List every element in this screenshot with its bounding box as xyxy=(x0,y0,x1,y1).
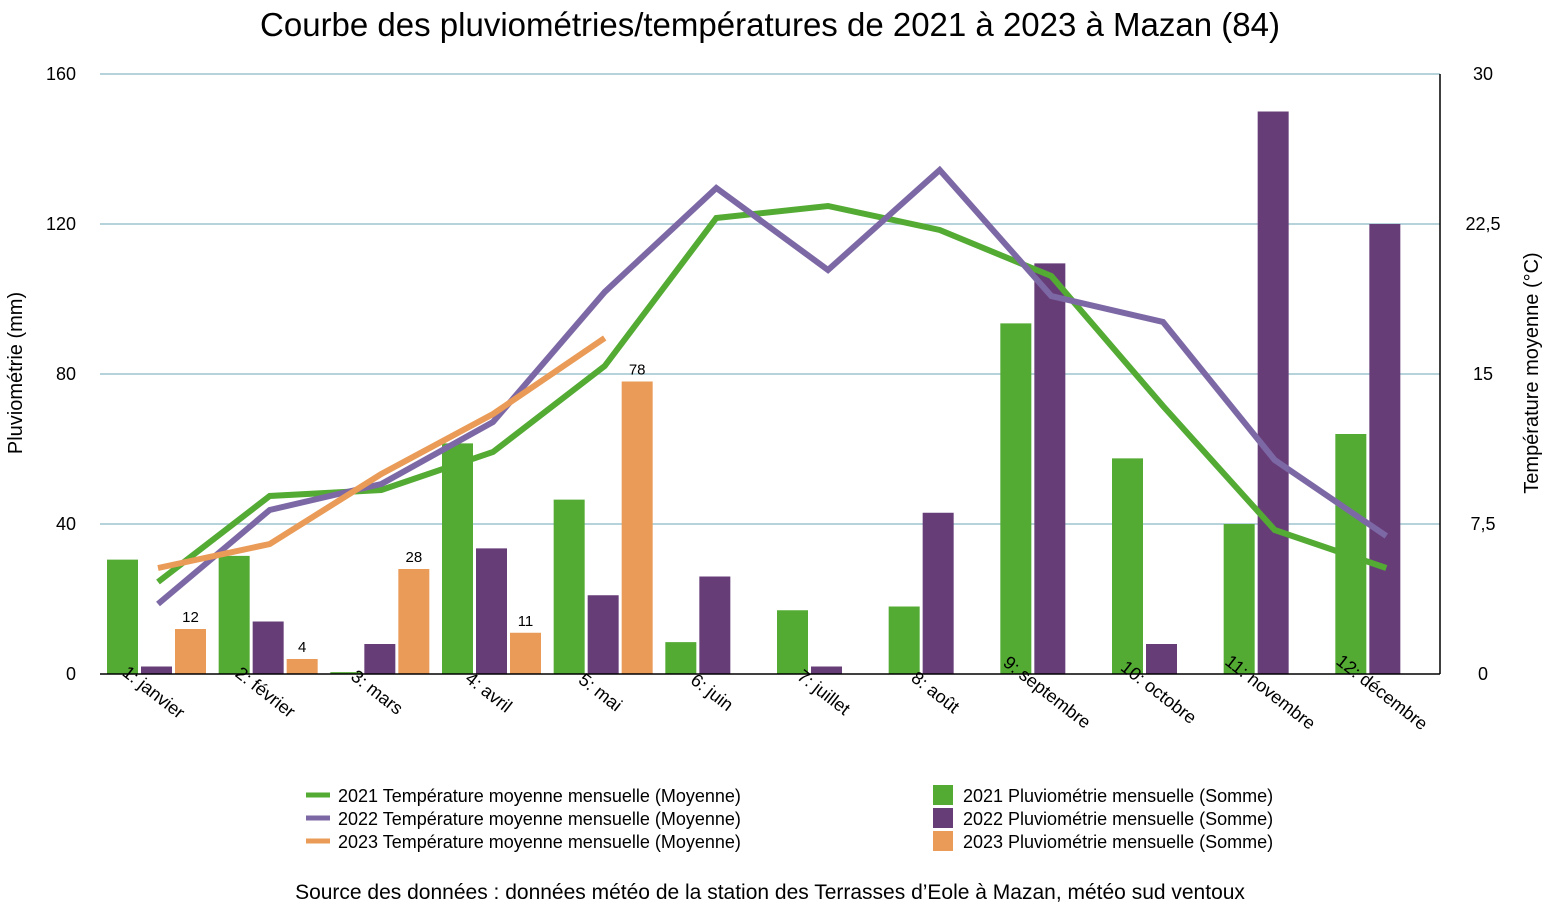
legend-entry: 2022 Température moyenne mensuelle (Moye… xyxy=(338,809,741,829)
bar xyxy=(699,576,731,674)
legend-bar-swatch xyxy=(933,785,953,805)
series-line xyxy=(157,335,607,571)
bar xyxy=(476,548,507,674)
bar-data-label: 28 xyxy=(405,549,422,566)
bar xyxy=(364,644,396,674)
temperature-lines xyxy=(156,165,1388,607)
bar xyxy=(553,499,585,674)
x-tick-label: 8: août xyxy=(908,667,964,717)
series-line xyxy=(156,165,1388,607)
y-tick-right: 7,5 xyxy=(1470,514,1495,534)
bar xyxy=(587,595,619,674)
y-tick-right: 30 xyxy=(1473,64,1493,84)
x-tick-label: 4: avril xyxy=(462,668,516,716)
y-tick-left: 120 xyxy=(46,214,76,234)
bar xyxy=(1000,323,1032,674)
legend-entry: 2023 Température moyenne mensuelle (Moye… xyxy=(338,832,741,852)
x-tick-label: 6: juin xyxy=(687,670,737,715)
bar xyxy=(1112,458,1143,674)
series-line xyxy=(156,202,1388,585)
bar xyxy=(621,381,653,674)
bar xyxy=(510,632,541,674)
bar xyxy=(1223,524,1255,674)
legend: 2021 Température moyenne mensuelle (Moye… xyxy=(306,785,1273,852)
chart-title: Courbe des pluviométries/températures de… xyxy=(260,6,1280,43)
bar-data-label: 4 xyxy=(298,639,306,656)
y-tick-right: 0 xyxy=(1478,664,1488,684)
bar xyxy=(442,443,473,674)
bar xyxy=(888,606,920,674)
y-axis-right-title: Température moyenne (°C) xyxy=(1521,252,1543,493)
gridlines xyxy=(100,73,1440,525)
bar xyxy=(286,659,318,674)
legend-entry: 2023 Pluviométrie mensuelle (Somme) xyxy=(963,832,1273,852)
data-labels: 12 4 28 11 78 xyxy=(182,362,645,657)
bars xyxy=(107,111,1401,674)
bar xyxy=(330,672,362,674)
bar xyxy=(1257,111,1289,674)
bar xyxy=(811,666,842,674)
bar xyxy=(1369,224,1401,674)
bar xyxy=(107,559,138,674)
bar xyxy=(398,569,430,674)
bar-data-label: 78 xyxy=(629,362,646,379)
y-tick-left: 160 xyxy=(46,64,76,84)
bar-data-label: 12 xyxy=(182,609,199,626)
y-tick-left: 80 xyxy=(56,364,76,384)
y-tick-left: 40 xyxy=(56,514,76,534)
bar xyxy=(665,642,697,674)
bar xyxy=(141,666,172,674)
bar xyxy=(1146,644,1177,674)
bar xyxy=(175,629,206,674)
bar-data-label: 11 xyxy=(518,613,534,630)
y-axis-left-title: Pluviométrie (mm) xyxy=(5,292,27,454)
legend-entry: 2021 Température moyenne mensuelle (Moye… xyxy=(338,786,741,806)
legend-entry: 2022 Pluviométrie mensuelle (Somme) xyxy=(963,809,1273,829)
bar xyxy=(777,610,808,674)
bar xyxy=(252,621,284,674)
bar xyxy=(922,512,954,674)
legend-bar-swatch xyxy=(933,831,953,851)
source-note: Source des données : données météo de la… xyxy=(295,881,1245,904)
legend-bar-swatch xyxy=(933,808,953,828)
legend-entry: 2021 Pluviométrie mensuelle (Somme) xyxy=(963,786,1273,806)
y-tick-left: 0 xyxy=(66,664,76,684)
y-tick-right: 15 xyxy=(1473,364,1493,384)
bar xyxy=(218,555,250,674)
x-tick-label: 5: mai xyxy=(575,669,626,715)
y-tick-right: 22,5 xyxy=(1465,214,1500,234)
bar xyxy=(1034,263,1066,674)
